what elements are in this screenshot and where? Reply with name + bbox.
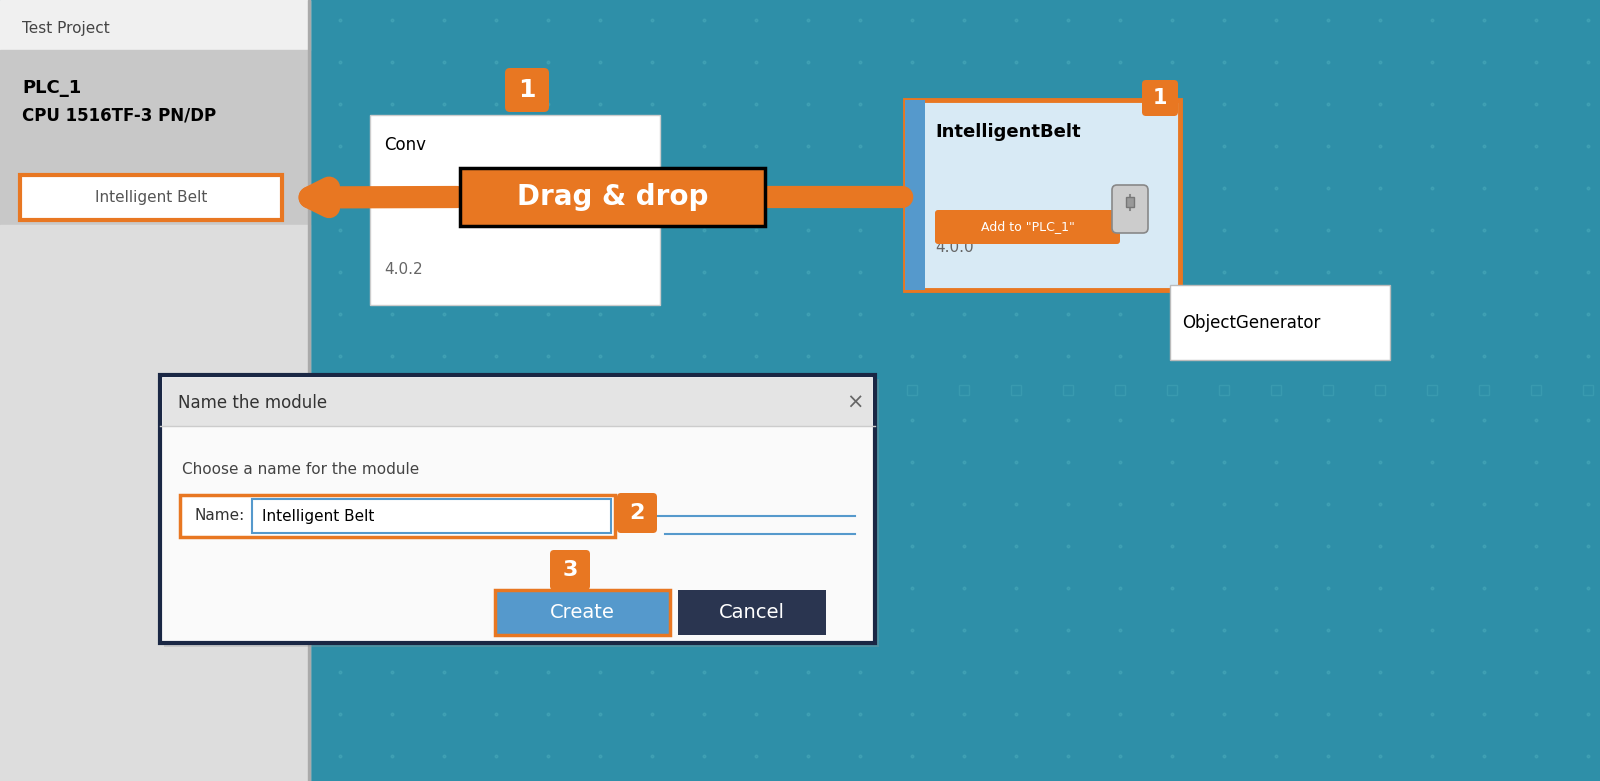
Text: Intelligent Belt: Intelligent Belt [94, 190, 206, 205]
Bar [1062, 385, 1074, 395]
Text: IntelligentBelt: IntelligentBelt [934, 123, 1080, 141]
Bar [0, 225, 310, 781]
FancyBboxPatch shape [1142, 80, 1178, 116]
Bar [1374, 385, 1386, 395]
FancyBboxPatch shape [1112, 185, 1149, 233]
Bar [906, 100, 1181, 290]
Bar [19, 175, 282, 220]
Bar [678, 590, 826, 635]
Bar [1166, 385, 1178, 395]
Text: 4.0.2: 4.0.2 [384, 262, 422, 277]
Bar [0, 0, 310, 50]
FancyBboxPatch shape [506, 68, 549, 112]
Text: 1: 1 [1152, 88, 1168, 108]
Text: Add to "PLC_1": Add to "PLC_1" [981, 220, 1075, 234]
Bar [958, 385, 970, 395]
Bar [854, 385, 866, 395]
Text: CPU 1516TF-3 PN/DP: CPU 1516TF-3 PN/DP [22, 106, 216, 124]
FancyBboxPatch shape [550, 550, 590, 590]
Bar [1478, 385, 1490, 395]
Text: Name:: Name: [194, 508, 245, 523]
Bar [160, 375, 875, 643]
Bar [163, 378, 872, 426]
Text: ObjectGenerator: ObjectGenerator [1182, 313, 1320, 331]
Bar [494, 590, 670, 635]
Bar [491, 385, 501, 395]
Bar [803, 385, 813, 395]
Bar [1582, 385, 1594, 395]
Text: 1: 1 [518, 78, 536, 102]
Bar [438, 385, 450, 395]
Bar [542, 385, 554, 395]
Bar [1323, 385, 1333, 395]
Text: Drag & drop: Drag & drop [517, 183, 709, 211]
Bar [370, 115, 661, 305]
Bar [1011, 385, 1021, 395]
Bar [0, 50, 310, 225]
Text: 2: 2 [629, 503, 645, 523]
Text: Choose a name for the module: Choose a name for the module [182, 462, 419, 477]
Bar [1219, 385, 1229, 395]
Bar [699, 385, 709, 395]
Text: Test Project: Test Project [22, 20, 110, 35]
Bar [307, 0, 310, 781]
Text: 4.0.0: 4.0.0 [934, 241, 974, 255]
Bar [1115, 385, 1125, 395]
Bar [165, 379, 878, 647]
FancyBboxPatch shape [934, 210, 1120, 244]
Bar [387, 385, 397, 395]
Bar [334, 385, 346, 395]
Text: Create: Create [550, 603, 614, 622]
Bar [907, 385, 917, 395]
Text: Intelligent Belt: Intelligent Belt [262, 508, 374, 523]
Text: 3: 3 [562, 560, 578, 580]
Text: Cancel: Cancel [718, 603, 786, 622]
Bar [595, 385, 605, 395]
Text: Name the module: Name the module [178, 394, 326, 412]
Text: PLC_1: PLC_1 [22, 79, 82, 97]
Bar [253, 499, 611, 533]
Bar [1126, 197, 1134, 207]
Text: Conv: Conv [384, 136, 426, 154]
Bar [1531, 385, 1541, 395]
Bar [1270, 385, 1282, 395]
FancyBboxPatch shape [618, 493, 658, 533]
Bar [750, 385, 762, 395]
Bar [179, 495, 614, 537]
Bar [461, 168, 765, 226]
Text: ×: × [846, 393, 864, 413]
Bar [1170, 285, 1390, 360]
Bar [1427, 385, 1437, 395]
Bar [646, 385, 658, 395]
Bar [906, 100, 925, 290]
